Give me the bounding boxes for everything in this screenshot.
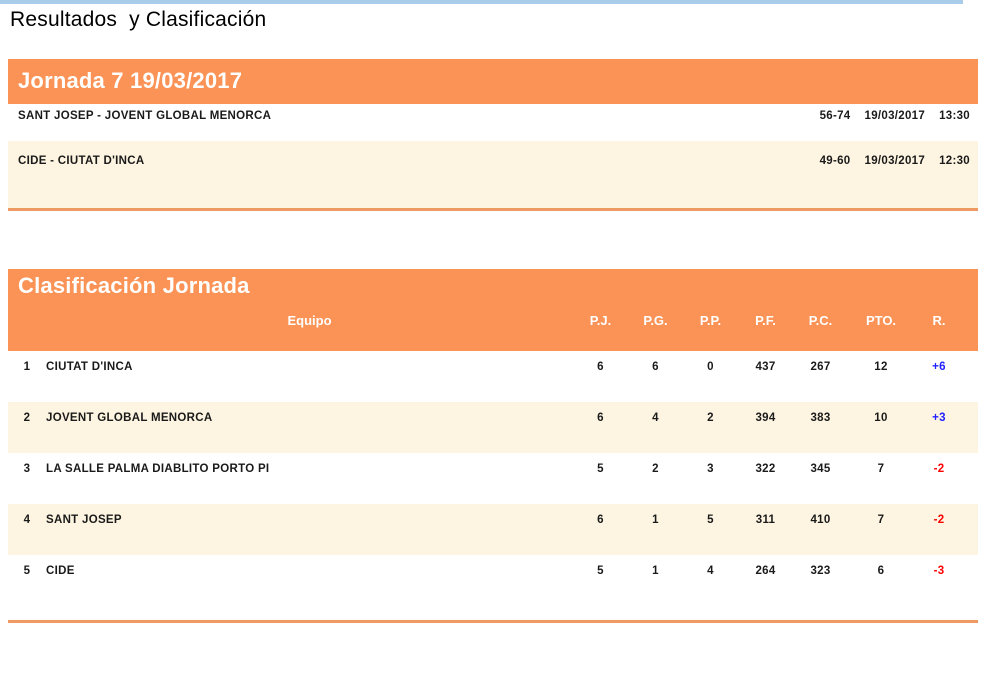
match-result: 49-60 19/03/2017 12:30 <box>820 155 970 167</box>
standings-row: 4 SANT JOSEP 6 1 5 311 410 7 -2 <box>8 504 978 555</box>
rebound-cell: -2 <box>933 514 945 526</box>
pc-cell: 345 <box>810 463 831 475</box>
match-time: 13:30 <box>939 110 970 122</box>
match-date: 19/03/2017 <box>864 110 926 122</box>
rank-cell: 5 <box>23 565 31 577</box>
results-section: Jornada 7 19/03/2017 SANT JOSEP - JOVENT… <box>8 59 978 211</box>
pc-cell: 267 <box>810 361 831 373</box>
pj-cell: 5 <box>597 565 604 577</box>
column-header-r: R. <box>932 313 946 328</box>
pp-cell: 0 <box>707 361 714 373</box>
match-score: 56-74 <box>819 110 851 122</box>
pc-cell: 323 <box>810 565 831 577</box>
pg-cell: 1 <box>652 565 659 577</box>
team-cell: SANT JOSEP <box>46 514 122 526</box>
pf-cell: 311 <box>755 514 776 526</box>
pto-cell: 7 <box>877 514 885 526</box>
pc-cell: 383 <box>810 412 831 424</box>
pf-cell: 437 <box>755 361 776 373</box>
team-cell: JOVENT GLOBAL MENORCA <box>46 412 213 424</box>
standings-header-block: Clasificación Jornada Equipo P.J. P.G. P… <box>8 269 978 351</box>
top-divider-line <box>0 0 963 4</box>
pto-cell: 7 <box>877 463 885 475</box>
match-row: CIDE - CIUTAT D'INCA 49-60 19/03/2017 12… <box>8 141 978 208</box>
pg-cell: 2 <box>652 463 659 475</box>
pf-cell: 264 <box>755 565 776 577</box>
column-header-pg: P.G. <box>643 313 668 328</box>
column-header-equipo: Equipo <box>287 313 332 328</box>
pj-cell: 6 <box>597 361 604 373</box>
rebound-cell: -2 <box>933 463 945 475</box>
content: Jornada 7 19/03/2017 SANT JOSEP - JOVENT… <box>8 59 978 623</box>
rebound-cell: +3 <box>932 412 946 424</box>
standings-column-headers: Equipo P.J. P.G. P.P. P.F. P.C. PTO. R. <box>8 299 978 351</box>
pj-cell: 6 <box>597 514 604 526</box>
pto-cell: 10 <box>874 412 888 424</box>
pp-cell: 3 <box>707 463 714 475</box>
match-time: 12:30 <box>939 155 970 167</box>
column-header-pj: P.J. <box>589 313 612 328</box>
pp-cell: 5 <box>707 514 714 526</box>
results-header-band: Jornada 7 19/03/2017 <box>8 59 978 104</box>
pp-cell: 2 <box>707 412 714 424</box>
rebound-cell: -3 <box>933 565 945 577</box>
pg-cell: 6 <box>652 361 659 373</box>
standings-bottom-line <box>8 620 978 623</box>
rank-cell: 1 <box>23 361 31 373</box>
rebound-cell: +6 <box>932 361 946 373</box>
pg-cell: 1 <box>652 514 659 526</box>
pto-cell: 6 <box>877 565 885 577</box>
standings-row: 5 CIDE 5 1 4 264 323 6 -3 <box>8 555 978 606</box>
pc-cell: 410 <box>810 514 831 526</box>
standings-row: 2 JOVENT GLOBAL MENORCA 6 4 2 394 383 10… <box>8 402 978 453</box>
standings-row: 1 CIUTAT D'INCA 6 6 0 437 267 12 +6 <box>8 351 978 402</box>
column-header-pto: PTO. <box>865 313 897 328</box>
standings-row: 3 LA SALLE PALMA DIABLITO PORTO PI 5 2 3… <box>8 453 978 504</box>
page-title: Resultados y Clasificación <box>10 8 267 31</box>
pto-cell: 12 <box>874 361 888 373</box>
rank-cell: 3 <box>23 463 31 475</box>
pj-cell: 5 <box>597 463 604 475</box>
standings-body: 1 CIUTAT D'INCA 6 6 0 437 267 12 +6 2 JO… <box>8 351 978 606</box>
rank-cell: 2 <box>23 412 31 424</box>
results-bottom-line <box>8 208 978 211</box>
pj-cell: 6 <box>597 412 604 424</box>
match-date: 19/03/2017 <box>864 155 926 167</box>
pf-cell: 394 <box>755 412 776 424</box>
pp-cell: 4 <box>707 565 714 577</box>
standings-section: Clasificación Jornada Equipo P.J. P.G. P… <box>8 269 978 623</box>
rank-cell: 4 <box>23 514 31 526</box>
match-list: SANT JOSEP - JOVENT GLOBAL MENORCA 56-74… <box>8 104 978 208</box>
team-cell: CIUTAT D'INCA <box>46 361 133 373</box>
column-header-pc: P.C. <box>808 313 833 328</box>
team-cell: CIDE <box>46 565 75 577</box>
standings-title: Clasificación Jornada <box>18 273 250 298</box>
match-score: 49-60 <box>819 155 851 167</box>
match-teams: SANT JOSEP - JOVENT GLOBAL MENORCA <box>18 110 272 122</box>
match-result: 56-74 19/03/2017 13:30 <box>820 110 970 122</box>
pf-cell: 322 <box>755 463 776 475</box>
column-header-pf: P.F. <box>755 313 776 328</box>
pg-cell: 4 <box>652 412 659 424</box>
column-header-pp: P.P. <box>699 313 722 328</box>
team-cell: LA SALLE PALMA DIABLITO PORTO PI <box>46 463 270 475</box>
match-row: SANT JOSEP - JOVENT GLOBAL MENORCA 56-74… <box>8 104 978 141</box>
match-teams: CIDE - CIUTAT D'INCA <box>18 155 145 167</box>
